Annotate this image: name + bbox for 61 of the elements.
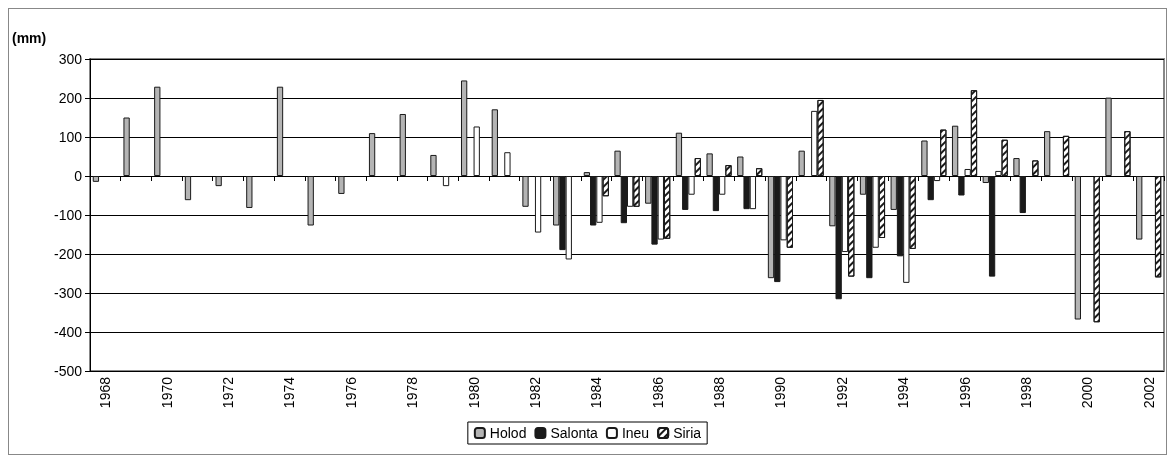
bar xyxy=(215,176,222,187)
bar xyxy=(583,172,591,176)
bar xyxy=(706,153,713,176)
bar xyxy=(460,80,468,176)
y-tick-label: 200 xyxy=(58,90,83,106)
bar xyxy=(614,150,621,176)
bar xyxy=(442,176,450,187)
x-tick-label: 1978 xyxy=(404,376,421,409)
bar xyxy=(534,176,542,233)
legend-label: Salonta xyxy=(550,425,599,441)
x-tick-label: 1972 xyxy=(220,376,237,409)
x-tick-label: 1990 xyxy=(772,376,789,409)
bar xyxy=(473,126,480,176)
x-tick-label: 1982 xyxy=(526,376,543,409)
x-tick-label: 1976 xyxy=(342,376,359,409)
y-tick-label: -400 xyxy=(53,324,83,340)
x-tick-label: 2002 xyxy=(1140,376,1157,409)
legend-label: Siria xyxy=(673,425,702,441)
bar xyxy=(1136,176,1143,240)
y-axis-title: (mm) xyxy=(12,30,47,46)
bar xyxy=(1105,97,1112,176)
bar xyxy=(123,117,130,176)
x-tick-label: 1996 xyxy=(956,376,973,409)
y-tick-label: -100 xyxy=(53,207,83,223)
bar xyxy=(246,176,253,208)
x-tick-label: 1968 xyxy=(97,376,114,409)
y-tick-label: -500 xyxy=(53,363,83,379)
bar xyxy=(1074,176,1081,320)
x-tick-label: 1994 xyxy=(895,376,912,409)
bar xyxy=(504,152,511,176)
bar xyxy=(368,133,376,176)
x-tick-label: 1998 xyxy=(1017,376,1034,409)
x-tick-label: 1992 xyxy=(833,376,850,409)
bar xyxy=(522,176,529,207)
bar xyxy=(154,86,161,176)
y-tick-label: -300 xyxy=(53,285,83,301)
bar xyxy=(1044,131,1051,176)
bar xyxy=(184,176,192,201)
legend-label: Ineu xyxy=(621,425,650,441)
x-tick-label: 1986 xyxy=(649,376,666,409)
bar xyxy=(798,150,805,176)
legend-label: Holod xyxy=(489,425,527,441)
x-tick-label: 1988 xyxy=(711,376,728,409)
y-tick-label: 0 xyxy=(74,168,83,184)
bar xyxy=(92,176,100,182)
x-tick-label: 2000 xyxy=(1079,376,1096,409)
y-tick-label: 100 xyxy=(58,129,83,145)
y-tick-label: -200 xyxy=(53,246,83,262)
bar xyxy=(399,113,406,176)
y-tick-label: 300 xyxy=(58,51,83,67)
bar xyxy=(951,125,959,176)
x-tick-label: 1980 xyxy=(465,376,482,409)
bar xyxy=(276,86,284,176)
bar xyxy=(491,109,498,176)
x-tick-label: 1970 xyxy=(158,376,175,409)
bar xyxy=(307,176,314,226)
bar xyxy=(338,176,345,194)
bar xyxy=(675,132,683,176)
x-tick-label: 1984 xyxy=(588,376,605,409)
x-tick-label: 1974 xyxy=(281,376,298,409)
bar xyxy=(430,154,437,176)
